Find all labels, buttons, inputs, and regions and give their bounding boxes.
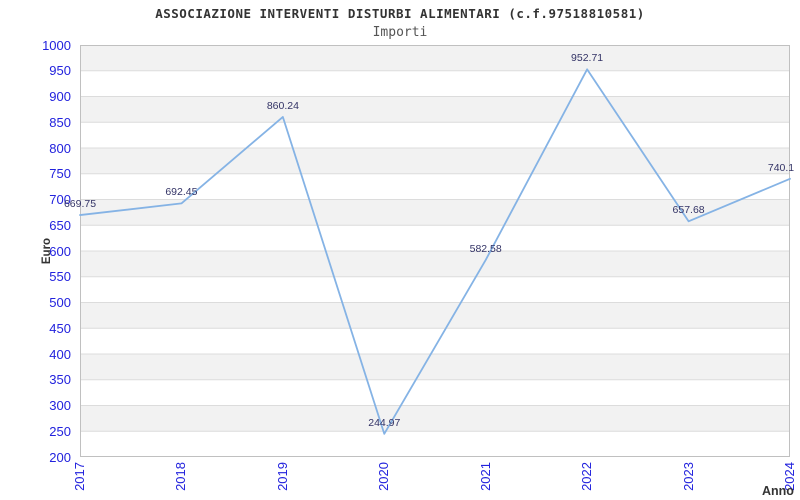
- band: [80, 148, 790, 174]
- y-tick-label: 450: [49, 320, 71, 336]
- band: [80, 96, 790, 123]
- y-tick-label: 700: [49, 192, 71, 207]
- x-tick-label: 2021: [477, 462, 493, 491]
- y-tick-label: 800: [49, 140, 71, 156]
- data-point-label: 582.58: [469, 243, 502, 255]
- x-tick-label: 2018: [173, 462, 189, 491]
- y-tick-label: 500: [49, 295, 71, 310]
- y-tick-label: 400: [49, 346, 71, 362]
- data-point-label: 657.68: [672, 204, 705, 217]
- y-tick-label: 550: [49, 269, 71, 285]
- x-tick-label: 2017: [72, 462, 87, 491]
- band: [80, 45, 790, 71]
- y-axis-title: Euro: [41, 237, 53, 265]
- data-point-label: 692.45: [165, 186, 198, 199]
- chart-title: ASSOCIAZIONE INTERVENTI DISTURBI ALIMENT…: [155, 6, 645, 21]
- data-point-label: 244.97: [368, 416, 401, 429]
- y-tick-label: 1000: [42, 37, 71, 53]
- x-axis-title: Anno: [762, 484, 794, 498]
- x-tick-label: 2022: [579, 462, 595, 491]
- y-tick-label: 900: [49, 89, 71, 104]
- y-tick-label: 600: [49, 243, 71, 259]
- y-tick-label: 250: [49, 423, 71, 439]
- band: [80, 354, 790, 380]
- x-tick-label: 2020: [376, 462, 392, 491]
- y-tick-label: 950: [49, 63, 71, 79]
- y-tick-label: 200: [49, 449, 71, 465]
- x-tick-label: 2023: [680, 462, 696, 491]
- series-line: [79, 68, 791, 435]
- band: [80, 251, 790, 277]
- y-tick-label: 350: [49, 372, 71, 388]
- y-tick-label: 750: [49, 166, 71, 182]
- data-point-label: 860.24: [266, 100, 299, 112]
- data-point-label: 952.71: [571, 52, 604, 65]
- band: [80, 405, 790, 432]
- data-point-label: 740.1: [767, 161, 795, 174]
- band: [80, 302, 790, 329]
- data-point-label: 669.75: [63, 198, 97, 211]
- plot-border: [80, 45, 790, 457]
- x-tick-label: 2019: [274, 462, 290, 491]
- y-tick-label: 300: [49, 398, 71, 413]
- y-tick-label: 650: [49, 217, 71, 233]
- y-tick-label: 850: [49, 114, 71, 130]
- chart-subtitle: Importi: [372, 25, 428, 40]
- band: [80, 199, 790, 226]
